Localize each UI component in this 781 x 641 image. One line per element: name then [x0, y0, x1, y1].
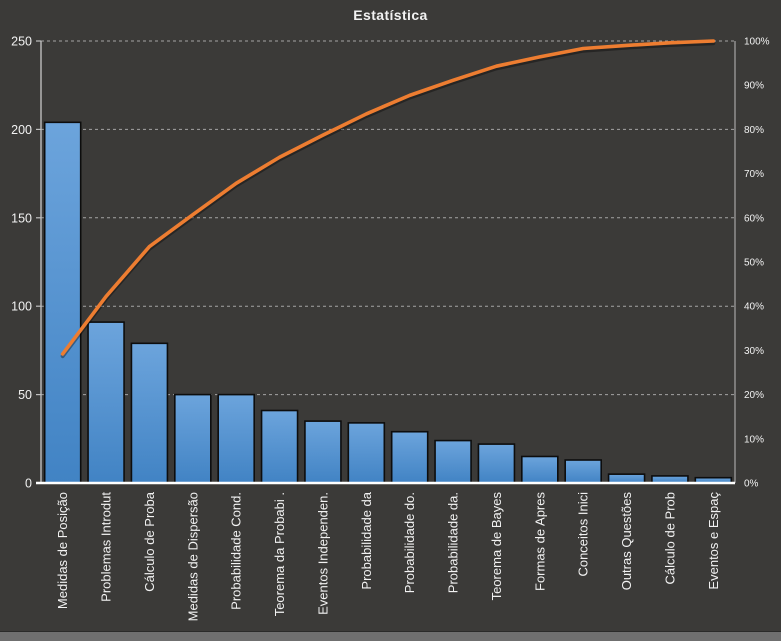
bar: [87, 321, 125, 484]
bar: [434, 439, 472, 484]
right-axis-label: 0%: [744, 479, 759, 490]
category-label: Medidas de Posição: [55, 492, 70, 609]
right-axis-label: 60%: [744, 213, 764, 224]
left-axis-label: 0: [25, 477, 32, 491]
left-axis-label: 100: [11, 300, 32, 314]
right-axis-label: 90%: [744, 81, 764, 92]
bar: [304, 420, 342, 484]
right-axis-label: 30%: [744, 346, 764, 357]
bar: [130, 342, 169, 484]
bar: [347, 422, 386, 484]
left-axis-label: 150: [11, 211, 32, 225]
bar: [260, 409, 299, 484]
bar: [43, 121, 82, 484]
bar: [521, 455, 559, 484]
right-axis-label: 80%: [744, 125, 764, 136]
bar: [477, 443, 516, 484]
category-label: Formas de Apres: [532, 492, 547, 591]
category-label: Cálculo de Proba: [142, 491, 157, 591]
category-label: Probabilidade Cond.: [229, 492, 244, 610]
bar: [217, 393, 255, 484]
right-axis-label: 50%: [744, 258, 764, 269]
bar: [390, 430, 429, 484]
cumulative-line: [60, 39, 716, 356]
bar: [564, 459, 602, 484]
right-axis-label: 10%: [744, 434, 764, 445]
category-label: Eventos e Espaç: [706, 492, 721, 590]
bar: [174, 393, 212, 484]
category-label: Teorema da Probabi .: [272, 492, 287, 616]
category-label: Eventos Independen.: [315, 492, 330, 615]
category-label: Probabilidade da: [359, 491, 374, 589]
category-label: Probabilidade do.: [402, 492, 417, 593]
category-label: Teorema de Bayes: [489, 492, 504, 601]
window-bottom-edge: [0, 631, 781, 641]
category-label: Probabilidade da.: [446, 492, 461, 593]
chart-title: Estatística: [353, 7, 428, 23]
left-axis-label: 200: [11, 123, 32, 137]
cumulative-line-shadow: [60, 41, 716, 359]
left-axis-label: 250: [11, 35, 32, 49]
category-label: Cálculo de Prob: [662, 492, 677, 585]
category-label: Medidas de Dispersão: [185, 492, 200, 621]
right-axis-label: 20%: [744, 390, 764, 401]
right-axis-label: 40%: [744, 302, 764, 313]
category-label: Conceitos Inici: [576, 492, 591, 577]
right-axis-label: 70%: [744, 169, 764, 180]
bar: [607, 473, 646, 484]
right-axis-label: 100%: [744, 37, 770, 48]
category-label: Outras Questões: [619, 492, 634, 591]
left-axis-label: 50: [18, 388, 32, 402]
category-label: Problemas Introdut: [99, 492, 114, 602]
